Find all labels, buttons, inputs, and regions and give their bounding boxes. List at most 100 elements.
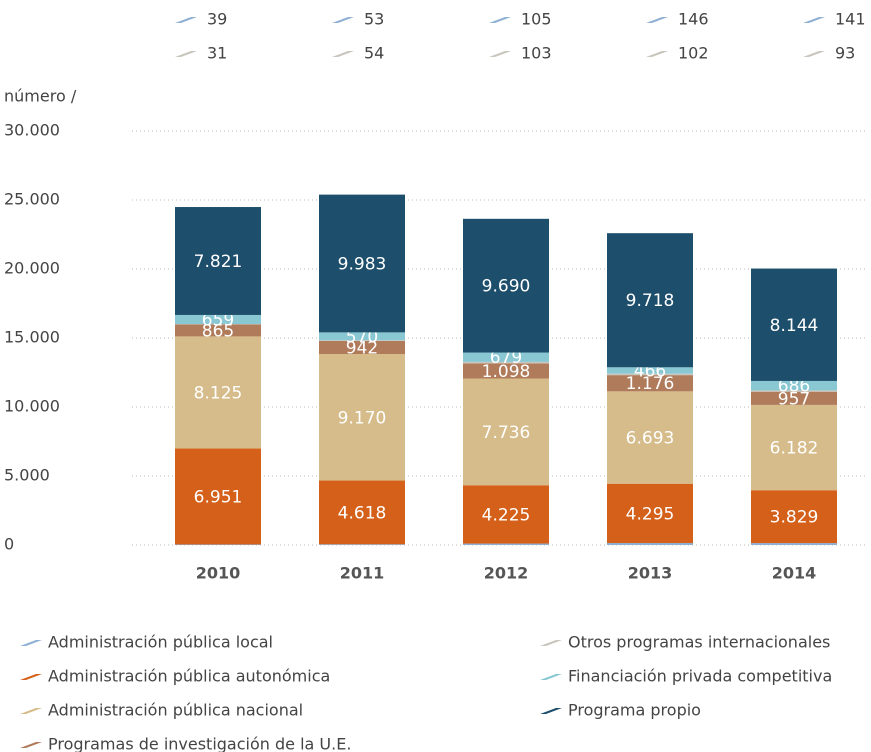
bar-segment	[175, 448, 261, 545]
value-label: 659	[202, 311, 234, 331]
bar-segment	[751, 390, 837, 392]
y-tick-label: 15.000	[4, 328, 60, 347]
bar-segment	[319, 332, 405, 341]
value-label: 7.821	[194, 252, 243, 272]
legend-label: Programas de investigación de la U.E.	[48, 735, 351, 752]
value-label: 39	[207, 10, 227, 29]
x-tick-label: 2011	[340, 564, 385, 583]
value-label: 1.098	[482, 362, 531, 382]
y-axis-label: número /	[4, 87, 77, 106]
x-tick-label: 2013	[628, 564, 673, 583]
legend-label: Otros programas internacionales	[568, 633, 830, 652]
bar-segment	[607, 391, 693, 484]
y-tick-label: 25.000	[4, 190, 60, 209]
bar-segment	[175, 324, 261, 337]
legend-icon	[803, 51, 825, 57]
value-label: 102	[678, 44, 709, 63]
legend-label: Administración pública local	[48, 633, 273, 652]
bar-segment	[175, 336, 261, 449]
y-tick-label: 30.000	[4, 121, 60, 140]
bar-segment	[751, 490, 837, 544]
legend-icon	[803, 17, 825, 23]
bar-segment	[175, 207, 261, 315]
value-label: 54	[364, 44, 384, 63]
value-label: 957	[778, 389, 810, 409]
bar-segment	[607, 367, 693, 374]
legend-icon	[20, 640, 42, 646]
value-label: 53	[364, 10, 384, 29]
value-label: 6.951	[194, 487, 243, 507]
bar-segment	[607, 233, 693, 368]
bar-segment	[319, 340, 405, 341]
value-label: 9.718	[626, 291, 675, 311]
bar-segment	[751, 404, 837, 491]
y-tick-label: 20.000	[4, 259, 60, 278]
value-label: 141	[835, 10, 866, 29]
bar-segment	[607, 542, 693, 545]
legend-icon	[540, 640, 562, 646]
bar-segment	[751, 391, 837, 405]
x-tick-label: 2014	[772, 564, 817, 583]
legend-icon	[20, 742, 42, 748]
legend-icon	[646, 51, 668, 57]
bar-segment	[463, 543, 549, 545]
bar-segment	[319, 480, 405, 545]
y-tick-label: 10.000	[4, 397, 60, 416]
bar-segment	[463, 378, 549, 486]
value-label: 9.983	[338, 255, 387, 275]
bar-segment	[463, 218, 549, 353]
legend-icon	[175, 51, 197, 57]
bar-segment	[319, 340, 405, 354]
bar-segment	[751, 380, 837, 391]
legend-icon	[489, 17, 511, 23]
value-label: 9.690	[482, 277, 531, 297]
legend-icon	[20, 674, 42, 680]
legend-label: Administración pública nacional	[48, 701, 303, 720]
legend-label: Programa propio	[568, 701, 701, 720]
value-label: 942	[346, 338, 378, 358]
value-label: 4.295	[626, 504, 675, 524]
value-label: 31	[207, 44, 227, 63]
value-label: 679	[490, 348, 522, 368]
bar-segment	[463, 352, 549, 362]
bar-segment	[607, 373, 693, 376]
bar-segment	[463, 485, 549, 544]
bar-segment	[751, 543, 837, 545]
bar-segment	[175, 544, 261, 545]
value-label: 105	[521, 10, 552, 29]
bar-segment	[607, 375, 693, 392]
value-label: 7.736	[482, 423, 531, 443]
bar-segment	[319, 544, 405, 545]
legend-icon	[332, 51, 354, 57]
bar-segment	[607, 483, 693, 543]
value-label: 6.182	[770, 439, 819, 459]
legend-label: Administración pública autonómica	[48, 667, 330, 686]
value-label: 8.144	[770, 316, 819, 336]
bar-segment	[319, 353, 405, 481]
bar-segment	[463, 363, 549, 379]
value-label: 93	[835, 44, 855, 63]
value-label: 4.618	[338, 503, 387, 523]
bar-segment	[463, 361, 549, 364]
value-label: 9.170	[338, 408, 387, 428]
value-label: 4.225	[482, 505, 531, 525]
y-tick-label: 0	[4, 535, 14, 554]
legend-icon	[175, 17, 197, 23]
x-tick-label: 2012	[484, 564, 529, 583]
value-label: 103	[521, 44, 552, 63]
legend-icon	[540, 708, 562, 714]
x-tick-label: 2010	[196, 564, 241, 583]
value-label: 3.829	[770, 508, 819, 528]
value-label: 1.176	[626, 374, 675, 394]
value-label: 8.125	[194, 383, 243, 403]
value-label: 865	[202, 321, 234, 341]
y-tick-label: 5.000	[4, 466, 50, 485]
bar-segment	[319, 194, 405, 333]
legend-icon	[540, 674, 562, 680]
bar-segment	[751, 268, 837, 381]
legend-icon	[332, 17, 354, 23]
value-label: 686	[778, 377, 810, 397]
bar-segment	[175, 314, 261, 325]
legend-icon	[489, 51, 511, 57]
